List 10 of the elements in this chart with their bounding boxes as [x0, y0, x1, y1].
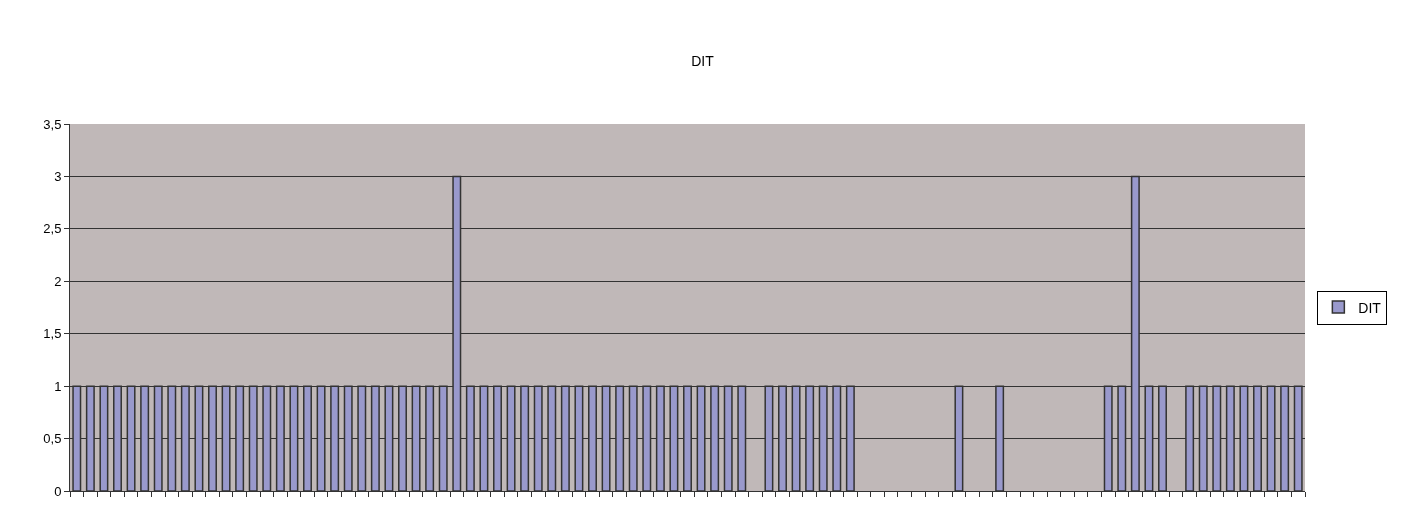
- y-tick-label: 1,5: [43, 326, 62, 342]
- y-tick-label: 2,5: [43, 221, 62, 237]
- y-tick-label: 3: [54, 168, 62, 184]
- y-tick-label: 2: [54, 273, 62, 289]
- legend-label: DIT: [1358, 299, 1382, 316]
- y-tick-label: 1: [54, 378, 62, 394]
- chart-title: DIT: [691, 53, 715, 70]
- y-tick-label: 0,5: [43, 431, 62, 447]
- y-tick-label: 3,5: [43, 116, 62, 132]
- y-tick-label: 0: [54, 483, 62, 499]
